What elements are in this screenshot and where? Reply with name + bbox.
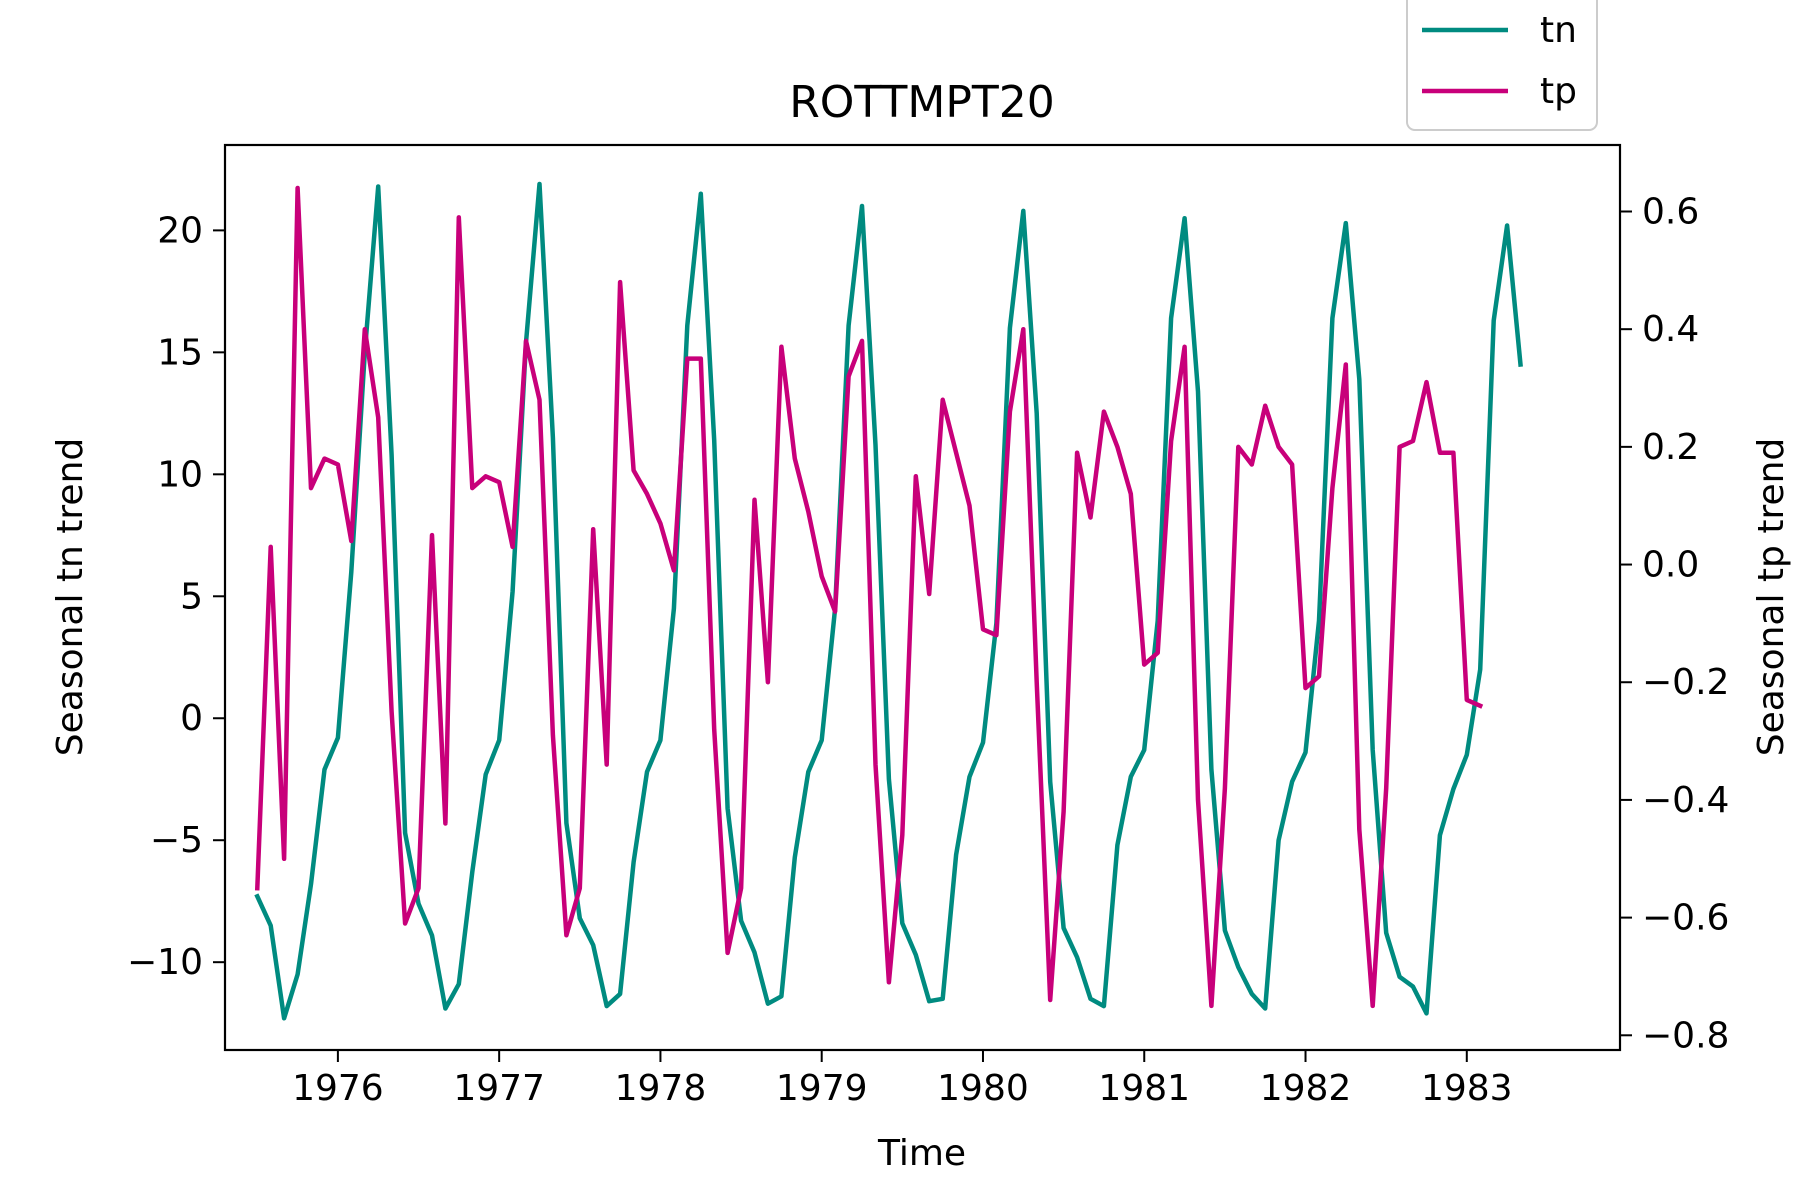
x-tick-label: 1978 (615, 1068, 707, 1109)
series-line-tn (254, 181, 1523, 1021)
y-left-tick-label: 20 (157, 210, 203, 251)
x-axis-label: Time (877, 1133, 966, 1174)
x-tick-label: 1979 (776, 1068, 868, 1109)
y-left-tick-label: 15 (157, 332, 203, 373)
y-left-tick-label: 0 (180, 698, 203, 739)
legend-label-tn: tn (1540, 10, 1577, 51)
y-left-tick-label: −5 (150, 820, 203, 861)
y-right-tick-label: 0.6 (1642, 191, 1699, 232)
y-right-tick-label: −0.6 (1642, 898, 1729, 939)
y-right-tick-label: 0.0 (1642, 545, 1699, 586)
x-axis-ticks: 1976 1977 1978 1979 1980 1981 1982 1983 (292, 1050, 1513, 1109)
y-right-tick-label: −0.8 (1642, 1015, 1729, 1056)
x-tick-label: 1976 (292, 1068, 384, 1109)
y-left-tick-label: 10 (157, 454, 203, 495)
x-tick-label: 1983 (1421, 1068, 1513, 1109)
y-right-tick-label: −0.2 (1642, 662, 1729, 703)
y-left-tick-label: −10 (127, 942, 203, 983)
y-left-axis-label: Seasonal tn trend (50, 438, 91, 756)
x-tick-label: 1977 (453, 1068, 545, 1109)
y-right-tick-label: 0.2 (1642, 427, 1699, 468)
x-tick-label: 1980 (937, 1068, 1029, 1109)
y-right-axis-label: Seasonal tp trend (1751, 438, 1792, 757)
x-tick-label: 1982 (1260, 1068, 1352, 1109)
legend-box (1406, 0, 1598, 131)
plot-frame (223, 143, 1622, 1052)
x-tick-label: 1981 (1098, 1068, 1190, 1109)
legend-label-tp: tp (1540, 71, 1577, 112)
y-right-axis-ticks: −0.8 −0.6 −0.4 −0.2 0.0 0.2 0.4 0.6 (1620, 191, 1729, 1056)
y-left-tick-label: 5 (180, 576, 203, 617)
series-layer (254, 181, 1523, 1021)
legend: tn tp (1406, 0, 1598, 131)
chart-title: ROTTMPT20 (789, 77, 1055, 128)
series-line-tp (254, 185, 1484, 1009)
y-right-tick-label: 0.4 (1642, 309, 1699, 350)
y-right-tick-label: −0.4 (1642, 780, 1729, 821)
y-left-axis-ticks: −10 −5 0 5 10 15 20 (127, 210, 225, 983)
